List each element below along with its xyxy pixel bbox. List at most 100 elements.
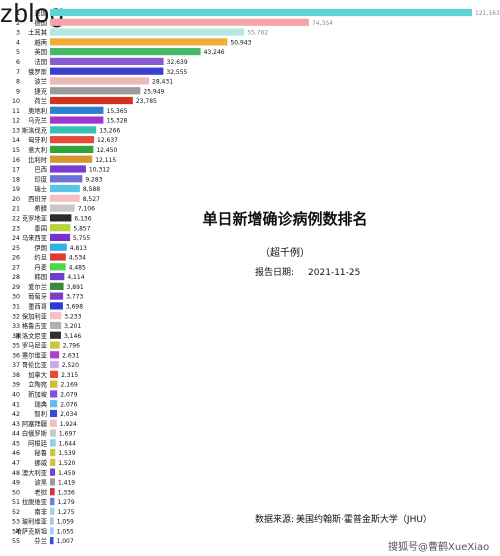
rank-label: 19 bbox=[12, 186, 20, 193]
rank-label: 4 bbox=[16, 39, 20, 46]
rank-label: 6 bbox=[16, 59, 20, 66]
report-date: 2021-11-25 bbox=[308, 268, 361, 278]
value-label: 2,079 bbox=[60, 392, 77, 399]
category-label: 乌克兰 bbox=[28, 116, 47, 125]
bar bbox=[50, 419, 57, 427]
rank-label: 25 bbox=[12, 245, 20, 252]
category-label: 西班牙 bbox=[28, 194, 47, 203]
value-label: 2,076 bbox=[60, 401, 77, 408]
rank-label: 2 bbox=[16, 20, 20, 27]
category-label: 越南 bbox=[34, 37, 47, 46]
bar bbox=[50, 497, 55, 506]
value-label: 4,114 bbox=[67, 274, 84, 281]
bar bbox=[50, 380, 58, 388]
category-label: 印度 bbox=[34, 174, 47, 183]
bar bbox=[50, 38, 228, 46]
category-label: 瑞士 bbox=[34, 184, 47, 193]
watermark-bottom: 搜狐号@曹鹤XueXiao bbox=[388, 542, 490, 553]
value-label: 1,520 bbox=[58, 460, 75, 467]
value-label: 1,539 bbox=[58, 450, 75, 457]
rank-label: 10 bbox=[12, 98, 20, 105]
rank-label: 13 bbox=[12, 127, 20, 134]
bar bbox=[50, 292, 64, 300]
value-label: 4,485 bbox=[69, 264, 86, 271]
bar bbox=[50, 253, 66, 261]
category-label: 罗马尼亚 bbox=[22, 342, 48, 350]
bar bbox=[50, 429, 56, 437]
value-label: 1,644 bbox=[59, 440, 76, 447]
category-label: 格鲁吉亚 bbox=[22, 321, 48, 330]
category-label: 泰国 bbox=[34, 223, 47, 232]
chart-subtitle: （超千例） bbox=[260, 248, 310, 259]
value-label: 50,943 bbox=[230, 39, 251, 46]
bar bbox=[50, 106, 104, 114]
category-label: 阿塞拜疆 bbox=[22, 419, 48, 428]
category-label: 比利时 bbox=[28, 155, 48, 164]
bar bbox=[50, 449, 56, 457]
value-label: 4,534 bbox=[69, 255, 86, 262]
value-label: 28,431 bbox=[152, 79, 173, 86]
report-date-label: 报告日期: bbox=[255, 268, 295, 278]
report-date-row: 报告日期: 2021-11-25 bbox=[255, 265, 360, 278]
value-label: 3,698 bbox=[66, 304, 83, 311]
rank-label: 21 bbox=[12, 206, 20, 213]
rank-label: 24 bbox=[12, 235, 20, 242]
bar bbox=[50, 8, 472, 17]
bar bbox=[50, 537, 54, 545]
bar bbox=[50, 57, 164, 65]
rank-label: 9 bbox=[16, 88, 20, 95]
category-label: 挪威 bbox=[34, 458, 47, 467]
value-label: 1,279 bbox=[57, 499, 74, 506]
source-text: 美国约翰斯·霍普金斯大学（JHU） bbox=[296, 515, 432, 525]
category-label: 意大利 bbox=[28, 145, 47, 154]
category-label: 芬兰 bbox=[34, 536, 47, 545]
rank-label: 50 bbox=[12, 489, 20, 496]
rank-label: 30 bbox=[12, 294, 20, 301]
rank-label: 43 bbox=[12, 421, 20, 428]
value-label: 1,924 bbox=[60, 421, 77, 428]
value-label: 1,697 bbox=[59, 431, 76, 438]
value-label: 12,115 bbox=[95, 157, 116, 164]
value-label: 121,163 bbox=[475, 10, 500, 17]
category-label: 巴西 bbox=[34, 166, 47, 174]
value-label: 6,136 bbox=[74, 215, 91, 222]
bar bbox=[50, 312, 62, 320]
value-label: 2,796 bbox=[63, 343, 80, 350]
rank-label: 15 bbox=[12, 147, 20, 154]
bar bbox=[50, 409, 58, 418]
value-label: 10,312 bbox=[89, 167, 110, 174]
bar bbox=[50, 48, 201, 56]
bar bbox=[50, 351, 60, 359]
rank-label: 28 bbox=[12, 274, 20, 281]
category-label: 斯洛文尼亚 bbox=[16, 331, 48, 340]
value-label: 55,762 bbox=[247, 30, 268, 37]
rank-label: 46 bbox=[12, 450, 20, 457]
bar bbox=[50, 224, 71, 232]
value-label: 23,785 bbox=[136, 98, 157, 105]
value-label: 5,755 bbox=[73, 235, 90, 242]
value-label: 2,315 bbox=[61, 372, 78, 379]
category-label: 波兰 bbox=[34, 77, 47, 86]
rank-label: 31 bbox=[12, 304, 20, 311]
value-label: 25,949 bbox=[143, 88, 164, 95]
bar bbox=[50, 194, 80, 202]
value-label: 12,450 bbox=[96, 147, 117, 154]
bar bbox=[50, 468, 56, 476]
category-label: 捷克 bbox=[34, 86, 47, 95]
bar bbox=[50, 87, 141, 95]
rank-label: 26 bbox=[12, 255, 20, 262]
rank-label: 34 bbox=[12, 333, 20, 340]
bar bbox=[50, 136, 95, 144]
value-label: 1,007 bbox=[57, 538, 74, 545]
value-label: 5,857 bbox=[73, 225, 90, 232]
bar bbox=[50, 243, 67, 251]
bar bbox=[50, 126, 97, 134]
bar bbox=[50, 439, 56, 447]
category-label: 秘鲁 bbox=[34, 448, 47, 457]
bar bbox=[50, 77, 150, 85]
rank-label: 55 bbox=[12, 538, 20, 545]
bar bbox=[50, 488, 55, 496]
rank-label: 29 bbox=[12, 284, 20, 291]
source-row: 数据来源: 美国约翰斯·霍普金斯大学（JHU） bbox=[255, 512, 432, 525]
